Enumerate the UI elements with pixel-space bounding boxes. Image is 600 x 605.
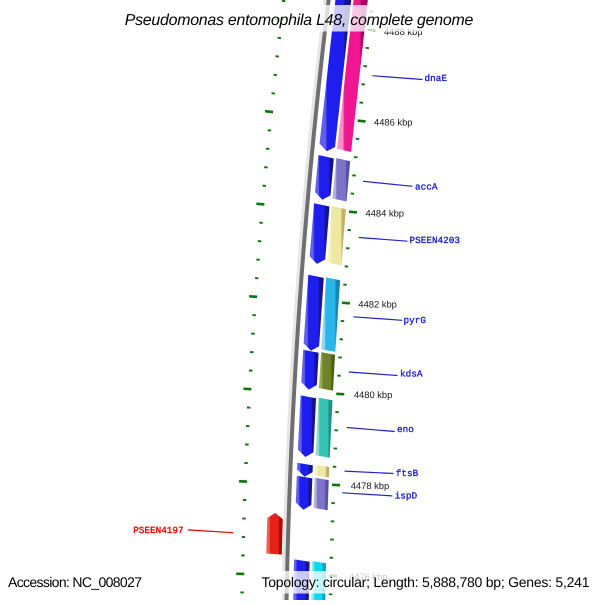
svg-text:pyrG: pyrG bbox=[404, 315, 427, 326]
svg-text:eno: eno bbox=[397, 424, 414, 435]
svg-text:4482 kbp: 4482 kbp bbox=[358, 298, 397, 309]
svg-text:dnaE: dnaE bbox=[425, 73, 448, 84]
svg-text:accA: accA bbox=[415, 182, 438, 193]
svg-text:PSEEN4197: PSEEN4197 bbox=[133, 525, 183, 536]
svg-text:4480 kbp: 4480 kbp bbox=[354, 389, 393, 400]
svg-text:ispD: ispD bbox=[395, 491, 418, 502]
svg-text:ftsB: ftsB bbox=[396, 468, 419, 479]
svg-text:4484 kbp: 4484 kbp bbox=[365, 208, 404, 219]
svg-text:Accession: NC_008027: Accession: NC_008027 bbox=[8, 574, 142, 590]
svg-text:Topology: circular; Length: 5,: Topology: circular; Length: 5,888,780 bp… bbox=[262, 574, 590, 590]
svg-text:4486 kbp: 4486 kbp bbox=[374, 117, 413, 128]
svg-text:PSEEN4203: PSEEN4203 bbox=[410, 235, 461, 246]
svg-text:4478 kbp: 4478 kbp bbox=[351, 480, 390, 491]
svg-text:Pseudomonas entomophila L48, c: Pseudomonas entomophila L48, complete ge… bbox=[125, 12, 474, 29]
svg-text:kdsA: kdsA bbox=[400, 368, 423, 379]
